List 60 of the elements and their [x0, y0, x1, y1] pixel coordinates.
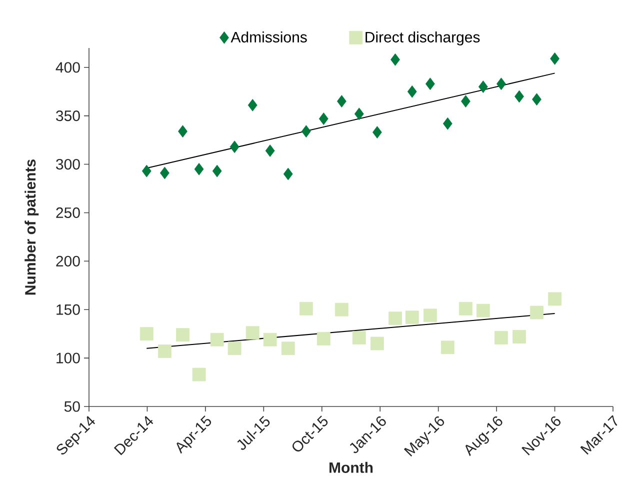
point — [407, 85, 417, 98]
point — [478, 80, 488, 93]
point — [405, 310, 419, 324]
point — [425, 78, 435, 90]
point — [176, 328, 190, 342]
point — [423, 308, 437, 322]
point — [532, 93, 542, 106]
point — [334, 302, 348, 316]
point — [192, 368, 206, 382]
point — [230, 140, 240, 154]
point — [354, 108, 364, 120]
point — [265, 144, 275, 157]
point — [142, 164, 152, 178]
point — [460, 95, 470, 108]
y-tick-label: 250 — [56, 207, 80, 218]
point — [246, 326, 260, 340]
point — [283, 168, 293, 180]
point — [263, 332, 277, 346]
point — [248, 98, 258, 112]
y-tick-label: 300 — [56, 158, 80, 170]
point — [316, 332, 330, 346]
point — [390, 53, 400, 66]
y-tick-label: 100 — [56, 352, 80, 364]
point — [388, 312, 402, 326]
y-axis-title: Number of patients — [24, 160, 39, 295]
point — [514, 90, 524, 103]
point — [301, 125, 311, 138]
y-tick-label: 200 — [56, 256, 80, 266]
point — [228, 342, 242, 356]
point — [550, 52, 560, 65]
legend-label: Direct discharges — [366, 31, 480, 46]
point — [140, 327, 154, 341]
point — [548, 292, 562, 306]
y-tick-label: 50 — [64, 401, 80, 412]
point — [496, 78, 506, 90]
y-tick-label: 350 — [56, 110, 80, 122]
y-tick-label: 150 — [56, 304, 80, 315]
y-tick-label: 400 — [56, 62, 80, 73]
point — [178, 125, 188, 138]
point — [530, 306, 544, 320]
point — [442, 117, 452, 130]
point — [194, 162, 204, 176]
point — [370, 336, 384, 350]
point — [318, 112, 328, 125]
point — [158, 344, 172, 358]
point — [160, 166, 170, 180]
point — [372, 126, 382, 138]
point — [210, 332, 224, 346]
point — [512, 330, 526, 344]
point — [299, 302, 313, 316]
point — [476, 304, 490, 318]
point — [281, 342, 295, 356]
point — [336, 95, 346, 108]
point — [494, 331, 508, 344]
point — [352, 331, 366, 344]
legend-label: Admissions — [230, 31, 307, 42]
point — [440, 340, 454, 354]
x-axis-title: Month — [330, 462, 373, 473]
point — [458, 302, 472, 316]
point — [212, 164, 222, 178]
